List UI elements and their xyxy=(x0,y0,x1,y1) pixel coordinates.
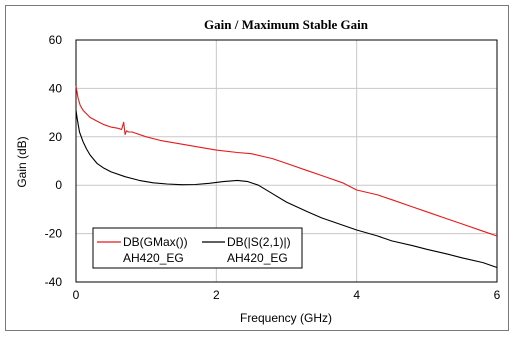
legend-sublabel-s21: AH420_EG xyxy=(227,251,288,265)
chart-title: Gain / Maximum Stable Gain xyxy=(204,17,369,32)
y-tick-label: -40 xyxy=(45,275,63,289)
tick-labels: 0 2 4 6 60 40 20 0 -20 -40 xyxy=(45,33,501,302)
legend-box xyxy=(92,227,303,269)
chart-frame xyxy=(5,5,509,331)
y-tick-label: 0 xyxy=(55,178,62,192)
series-layer xyxy=(75,85,498,269)
y-tick-label: -20 xyxy=(45,227,63,241)
x-tick-label: 0 xyxy=(73,288,80,302)
legend: DB(GMax()) AH420_EG DB(|S(2,1)|) AH420_E… xyxy=(92,227,303,269)
legend-sublabel-gmax: AH420_EG xyxy=(123,251,184,265)
series-line-0 xyxy=(75,85,498,237)
legend-label-s21: DB(|S(2,1)|) xyxy=(227,235,291,249)
plot-border xyxy=(75,39,498,283)
y-tick-label: 20 xyxy=(49,130,63,144)
y-axis-label: Gain (dB) xyxy=(15,136,29,187)
y-tick-label: 60 xyxy=(49,33,63,47)
x-tick-label: 6 xyxy=(494,288,501,302)
y-tick-label: 40 xyxy=(49,81,63,95)
series-line-1 xyxy=(75,110,498,269)
x-tick-label: 4 xyxy=(353,288,360,302)
x-tick-label: 2 xyxy=(213,288,220,302)
legend-label-gmax: DB(GMax()) xyxy=(123,235,188,249)
x-axis-label: Frequency (GHz) xyxy=(240,311,332,325)
